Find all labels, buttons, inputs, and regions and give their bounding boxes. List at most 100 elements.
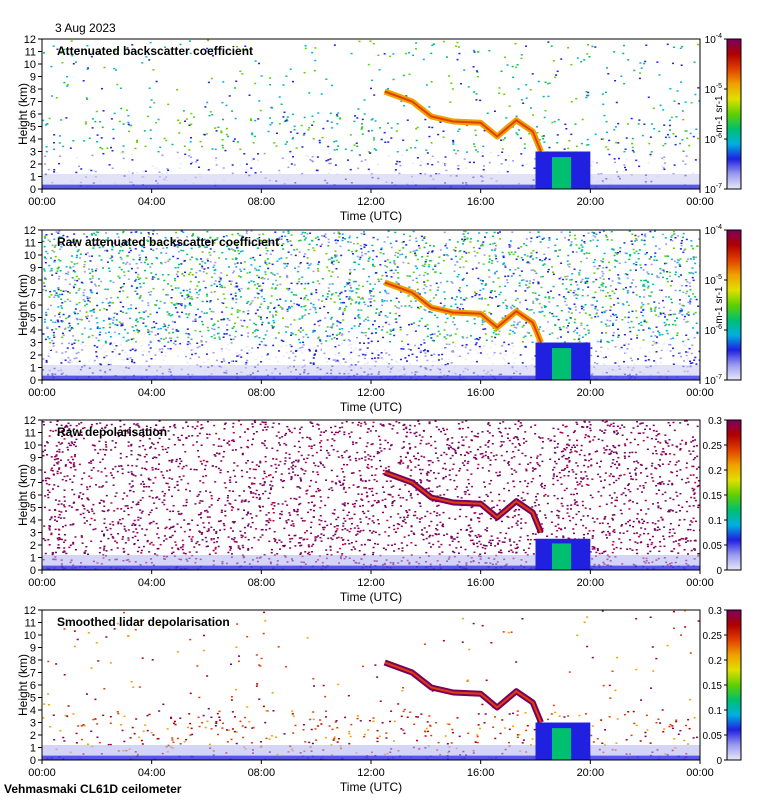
x-tick-label: 20:00: [577, 387, 605, 399]
x-axis-label: Time (UTC): [340, 590, 402, 604]
colorbar-tick-label: 0.3: [708, 606, 722, 617]
colorbar-tick-label: 0.15: [703, 681, 723, 692]
chart-panel: Attenuated backscatter coefficient012345…: [16, 33, 742, 223]
colorbar: [726, 38, 742, 190]
y-tick-label: 6: [30, 680, 36, 692]
heatmap-area: [42, 39, 700, 189]
colorbar-tick-label: 0: [716, 756, 722, 767]
x-tick-label: 16:00: [467, 577, 495, 589]
y-tick-label: 6: [30, 490, 36, 502]
y-axis-label: Height (km): [16, 83, 30, 145]
y-tick-label: 7: [30, 288, 36, 300]
y-tick-label: 2: [30, 730, 36, 742]
x-axis-label: Time (UTC): [340, 209, 402, 223]
chart-title: Attenuated backscatter coefficient: [57, 44, 253, 58]
y-tick-label: 5: [30, 313, 36, 325]
x-tick-label: 20:00: [577, 577, 605, 589]
x-tick-label: 08:00: [248, 767, 276, 779]
y-tick-label: 10: [24, 59, 36, 71]
x-tick-label: 08:00: [248, 387, 276, 399]
y-tick-label: 7: [30, 478, 36, 490]
heatmap-area: [42, 420, 700, 570]
colorbar-unit-label: m-1 sr-1: [714, 286, 725, 324]
low-cloud-core: [551, 157, 572, 189]
x-tick-label: 04:00: [138, 767, 166, 779]
y-tick-label: 8: [30, 275, 36, 287]
y-axis-label: Height (km): [16, 274, 30, 336]
colorbar-tick-label: 10-5: [705, 274, 722, 287]
y-tick-label: 5: [30, 122, 36, 134]
colorbar-tick-label: 10-7: [705, 374, 722, 387]
plot-background: [42, 39, 700, 189]
y-tick-label: 3: [30, 338, 36, 350]
noise-field: [42, 39, 700, 189]
y-tick-label: 1: [30, 363, 36, 375]
x-tick-label: 00:00: [28, 767, 56, 779]
y-tick-label: 9: [30, 72, 36, 84]
plot-background: [42, 420, 700, 570]
y-tick-label: 0: [30, 755, 36, 767]
x-tick-label: 16:00: [467, 196, 495, 208]
y-tick-label: 2: [30, 159, 36, 171]
colorbar-tick-label: 10-7: [705, 183, 722, 196]
colorbar: [726, 229, 742, 381]
y-tick-label: 5: [30, 503, 36, 515]
x-axis-label: Time (UTC): [340, 400, 402, 414]
y-tick-label: 3: [30, 718, 36, 730]
y-tick-label: 12: [24, 415, 36, 427]
x-tick-label: 00:00: [28, 196, 56, 208]
x-tick-label: 20:00: [577, 767, 605, 779]
x-tick-label: 00:00: [686, 577, 714, 589]
date-label: 3 Aug 2023: [55, 21, 116, 35]
chart-panel: Raw attenuated backscatter coefficient01…: [16, 224, 742, 414]
cloud-layer-core: [384, 471, 542, 533]
boundary-layer: [42, 365, 700, 380]
colorbar-tick-label: 0.2: [708, 656, 722, 667]
plot-background: [42, 610, 700, 760]
cloud-layer-core: [384, 281, 542, 343]
footer-label: Vehmasmaki CL61D ceilometer: [4, 782, 182, 796]
x-tick-label: 08:00: [248, 196, 276, 208]
colorbar: [726, 609, 742, 761]
low-cloud-core: [551, 728, 572, 760]
chart-title: Smoothed lidar depolarisation: [57, 615, 230, 629]
y-axis-label: Height (km): [16, 464, 30, 526]
x-tick-label: 20:00: [577, 196, 605, 208]
x-tick-label: 16:00: [467, 767, 495, 779]
y-tick-label: 1: [30, 172, 36, 184]
y-tick-label: 4: [30, 705, 36, 717]
y-tick-label: 1: [30, 743, 36, 755]
cloud-layer-core: [384, 661, 542, 723]
y-tick-label: 6: [30, 109, 36, 121]
colorbar-tick-label: 0.05: [703, 731, 723, 742]
x-tick-label: 00:00: [686, 767, 714, 779]
heatmap-area: [42, 610, 700, 760]
y-tick-label: 4: [30, 134, 36, 146]
y-tick-label: 9: [30, 263, 36, 275]
chart-panel: Smoothed lidar depolarisation01234567891…: [16, 605, 742, 794]
cloud-layer-core: [384, 90, 542, 152]
x-tick-label: 00:00: [28, 577, 56, 589]
colorbar-tick-label: 0.25: [703, 631, 723, 642]
x-tick-label: 04:00: [138, 577, 166, 589]
colorbar-tick-label: 0.15: [703, 491, 723, 502]
y-tick-label: 11: [25, 47, 36, 59]
y-tick-label: 8: [30, 655, 36, 667]
y-tick-label: 5: [30, 693, 36, 705]
x-tick-label: 12:00: [357, 577, 385, 589]
colorbar: [726, 419, 742, 571]
y-tick-label: 8: [30, 465, 36, 477]
y-tick-label: 0: [30, 184, 36, 196]
colorbar-tick-label: 0.2: [708, 466, 722, 477]
x-tick-label: 08:00: [248, 577, 276, 589]
boundary-layer: [42, 174, 700, 189]
x-tick-label: 12:00: [357, 387, 385, 399]
colorbar-tick-label: 10-6: [705, 324, 722, 337]
x-tick-label: 12:00: [357, 767, 385, 779]
colorbar-tick-label: 10-4: [705, 33, 722, 46]
x-tick-label: 04:00: [138, 196, 166, 208]
y-tick-label: 7: [30, 668, 36, 680]
colorbar-unit-label: m-1 sr-1: [714, 95, 725, 133]
